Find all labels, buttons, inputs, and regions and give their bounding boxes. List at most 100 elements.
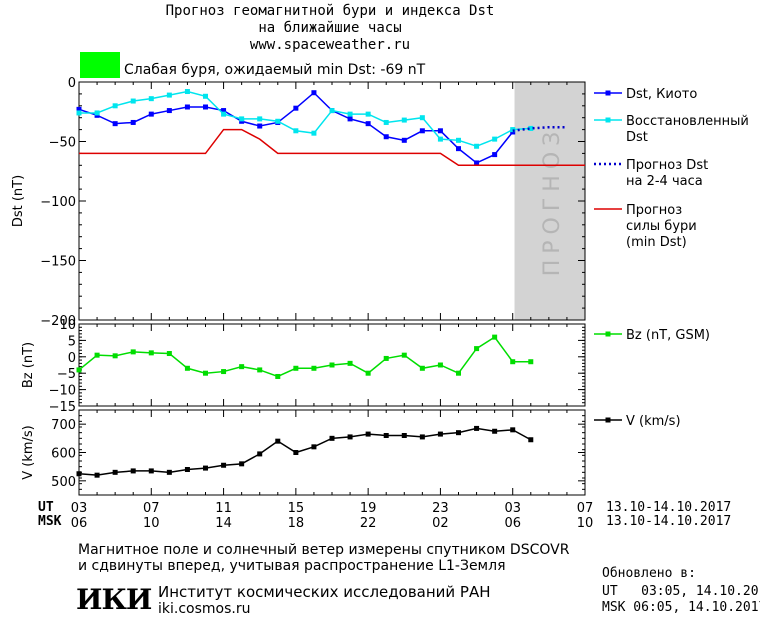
legend-storm-forecast-label: Прогноз	[626, 203, 682, 218]
data-point-dst-0	[365, 121, 371, 127]
xtick-label-msk: 02	[432, 516, 449, 531]
xtick-label-msk: 10	[577, 516, 594, 531]
data-point-bz-0	[76, 367, 82, 373]
panel-frame-dst	[78, 81, 586, 321]
legend-bz-marker	[605, 331, 611, 337]
series-line-bz-0	[78, 336, 531, 378]
source-url[interactable]: www.spaceweather.ru	[249, 37, 411, 53]
forecast-band	[514, 82, 585, 320]
ytick-label-bz: −10	[49, 384, 76, 399]
ylabel-bz: Bz (nT)	[21, 342, 36, 388]
data-point-v-0	[419, 434, 425, 440]
data-point-dst-0	[221, 108, 227, 114]
forecast-band-label: ПРОГНОЗ	[540, 126, 565, 277]
data-point-dst-1	[112, 103, 118, 109]
data-point-bz-0	[221, 369, 227, 375]
data-point-dst-1	[456, 137, 461, 143]
data-point-v-0	[130, 468, 136, 474]
data-point-dst-1	[419, 115, 425, 121]
data-point-dst-1	[184, 89, 190, 95]
data-point-v-0	[184, 467, 190, 472]
measurement-note-line1: Магнитное поле и солнечный ветер измерен…	[78, 542, 570, 558]
series-line-v-0	[78, 427, 532, 476]
data-point-dst-0	[112, 121, 118, 127]
data-point-bz-0	[510, 359, 516, 365]
iki-logo: ИКИ	[76, 583, 152, 616]
data-point-bz-0	[401, 352, 407, 358]
legend-v-label: V (km/s)	[626, 414, 681, 429]
updated-msk: MSK 06:05, 14.10.2017	[602, 600, 760, 615]
ytick-label-dst: −150	[40, 255, 76, 270]
series-line-dst-3	[79, 128, 585, 167]
data-point-v-0	[275, 438, 281, 444]
series-line-dst-0	[78, 91, 514, 164]
ytick-label-dst: −200	[40, 314, 76, 329]
measurement-note-line2: и сдвинуты вперед, учитывая распростране…	[78, 558, 506, 574]
xtick-label-msk: 18	[288, 516, 305, 531]
data-point-bz-0	[311, 365, 317, 371]
data-point-v-0	[383, 433, 389, 438]
data-point-dst-0	[130, 119, 136, 125]
data-point-dst-1	[492, 136, 498, 142]
storm-status-text: Слабая буря, ожидаемый min Dst: -69 nT	[124, 62, 426, 78]
updated-ut: UT 03:05, 14.10.2017	[602, 584, 760, 599]
data-point-dst-1	[401, 117, 407, 123]
xtick-label-ut: 03	[504, 501, 521, 516]
data-point-bz-0	[166, 351, 172, 357]
data-point-dst-1	[365, 111, 371, 117]
data-point-dst-0	[492, 152, 498, 158]
data-point-v-0	[492, 428, 498, 434]
ytick-label-v: 500	[51, 475, 76, 490]
data-point-dst-1	[275, 118, 281, 124]
xtick-label-ut: 07	[577, 501, 594, 516]
data-point-bz-0	[257, 367, 263, 373]
data-point-dst-1	[221, 111, 227, 117]
data-point-dst-0	[419, 128, 425, 134]
data-point-v-0	[456, 430, 461, 436]
ytick-label-dst: −50	[49, 136, 76, 151]
data-point-bz-0	[383, 355, 389, 361]
ytick-label-bz: 5	[68, 334, 76, 349]
data-point-bz-0	[203, 370, 208, 376]
legend-bz-label: Bz (nT, GSM)	[626, 328, 710, 343]
data-point-dst-1	[383, 119, 389, 125]
data-point-v-0	[293, 450, 299, 455]
xaxis-msk-date-range: 13.10-14.10.2017	[606, 514, 732, 529]
institute-url[interactable]: iki.cosmos.ru	[158, 601, 251, 617]
xtick-label-ut: 19	[360, 501, 377, 516]
ytick-label-dst: 0	[68, 76, 76, 91]
xtick-label-msk: 10	[143, 516, 160, 531]
data-point-v-0	[474, 425, 480, 431]
data-point-bz-0	[474, 346, 480, 352]
data-point-bz-0	[365, 370, 371, 376]
data-point-v-0	[329, 435, 335, 441]
data-point-bz-0	[528, 359, 534, 365]
data-point-v-0	[257, 451, 263, 457]
data-point-dst-1	[293, 128, 299, 134]
data-point-v-0	[166, 469, 172, 475]
ytick-label-v: 700	[51, 418, 76, 433]
chart-title-line1: Прогноз геомагнитной бури и индекса Dst	[165, 3, 495, 19]
xtick-label-msk: 06	[504, 516, 521, 531]
xtick-label-ut: 03	[71, 501, 88, 516]
data-point-dst-0	[474, 160, 480, 166]
legend-v-marker	[605, 417, 611, 423]
data-point-dst-0	[257, 123, 263, 129]
data-point-v-0	[94, 472, 100, 478]
legend-dst-kyoto-marker	[605, 90, 611, 96]
xtick-label-msk: 06	[71, 516, 88, 531]
data-point-bz-0	[184, 365, 190, 371]
data-point-dst-1	[166, 92, 172, 98]
ylabel-v: V (km/s)	[21, 425, 36, 480]
data-point-dst-0	[437, 128, 443, 134]
data-point-dst-0	[293, 105, 299, 111]
data-point-dst-0	[383, 134, 389, 140]
data-point-v-0	[528, 437, 534, 443]
data-point-v-0	[347, 434, 353, 440]
data-point-dst-0	[401, 137, 407, 143]
xtick-label-ut: 07	[143, 501, 160, 516]
data-point-bz-0	[492, 334, 498, 340]
data-point-dst-0	[347, 116, 353, 122]
data-point-v-0	[437, 431, 443, 437]
data-point-dst-1	[94, 110, 100, 116]
